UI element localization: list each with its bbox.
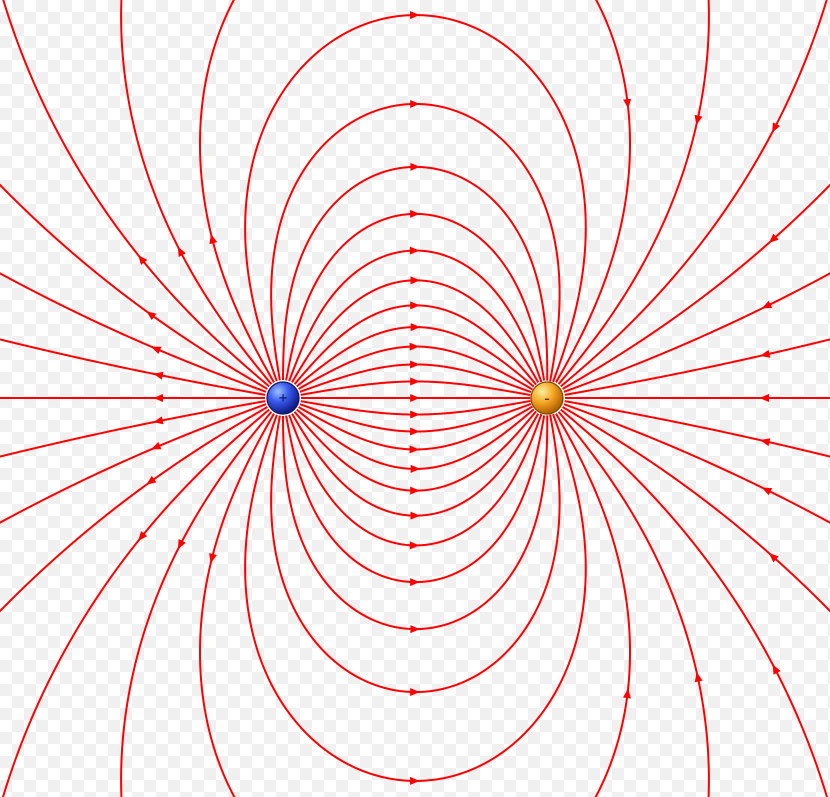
positive-label: +	[278, 390, 287, 407]
field-arrow	[410, 625, 420, 633]
field-line	[556, 0, 630, 382]
field-line	[559, 412, 709, 797]
field-arrow	[410, 11, 420, 19]
field-arrow	[153, 372, 163, 380]
field-line	[286, 214, 544, 381]
field-line	[0, 141, 267, 389]
field-arrow	[151, 347, 161, 354]
field-line	[563, 407, 830, 655]
field-arrow	[410, 428, 420, 436]
field-line	[297, 409, 534, 469]
field-arrow	[411, 323, 421, 331]
field-arrow	[410, 445, 420, 453]
field-arrow	[153, 416, 163, 424]
field-line	[286, 416, 544, 583]
field-line	[283, 167, 547, 381]
field-line	[0, 407, 267, 655]
field-line	[200, 0, 274, 382]
field-arrow	[410, 541, 420, 549]
field-arrow	[410, 360, 420, 368]
field-line	[121, 0, 271, 384]
field-arrow	[410, 343, 420, 351]
field-line	[559, 0, 709, 384]
field-line	[283, 415, 547, 629]
field-line	[297, 327, 534, 387]
field-arrow	[410, 578, 420, 586]
field-arrow	[146, 476, 156, 485]
field-line	[556, 414, 630, 797]
field-arrow	[410, 247, 420, 255]
field-line	[271, 104, 559, 381]
field-lines-svg: +-	[0, 0, 830, 797]
field-line	[200, 414, 274, 797]
field-line	[563, 141, 830, 389]
field-line	[121, 412, 271, 797]
field-arrow	[759, 394, 769, 402]
negative-label: -	[544, 390, 549, 407]
field-arrow	[410, 276, 420, 284]
field-line	[301, 381, 531, 395]
field-arrow	[411, 465, 421, 473]
field-line	[301, 401, 531, 415]
field-arrow	[410, 100, 420, 108]
field-arrow	[410, 512, 420, 520]
field-arrow	[146, 311, 156, 320]
field-arrow	[153, 394, 163, 402]
field-arrow	[410, 688, 420, 696]
dipole-field-diagram: +-	[0, 0, 830, 797]
field-arrow	[410, 163, 420, 171]
field-line	[271, 415, 559, 692]
field-arrow	[410, 301, 420, 309]
field-arrow	[410, 411, 420, 419]
field-arrow	[410, 777, 420, 785]
field-line	[292, 414, 538, 516]
field-arrow	[410, 377, 420, 385]
field-arrow	[410, 487, 420, 495]
field-arrow	[410, 394, 420, 402]
field-arrow	[410, 210, 420, 218]
field-line	[292, 280, 538, 382]
field-arrow	[151, 442, 161, 449]
